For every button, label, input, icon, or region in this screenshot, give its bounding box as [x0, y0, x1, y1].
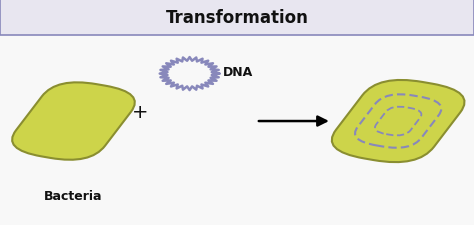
- Text: DNA: DNA: [223, 65, 253, 79]
- FancyBboxPatch shape: [12, 83, 135, 160]
- FancyBboxPatch shape: [0, 0, 474, 36]
- FancyBboxPatch shape: [332, 81, 465, 162]
- Text: +: +: [132, 103, 148, 122]
- Text: Transformation: Transformation: [165, 9, 309, 27]
- Text: Bacteria: Bacteria: [44, 189, 103, 202]
